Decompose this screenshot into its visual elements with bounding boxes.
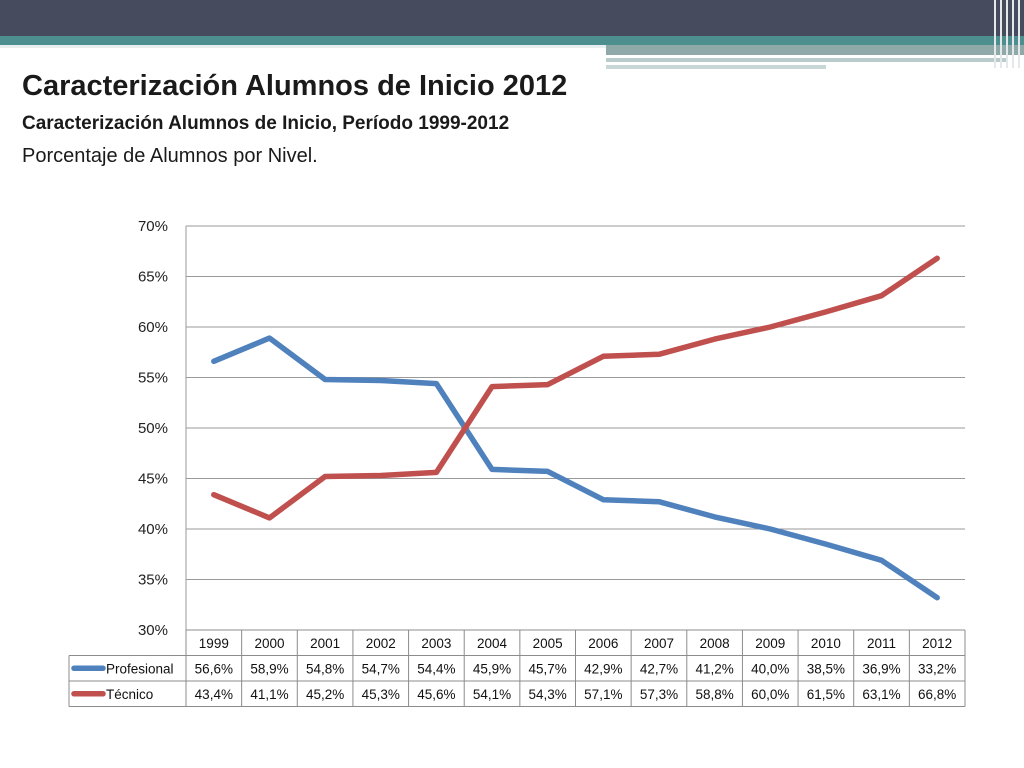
corner-decoration [990, 0, 1024, 68]
data-label: 54,7% [362, 661, 400, 676]
header-accent-gray [606, 45, 1024, 55]
data-label: 54,3% [529, 687, 567, 702]
slide-caption: Porcentaje de Alumnos por Nivel. [22, 145, 318, 167]
x-tick-label: 2009 [755, 636, 785, 651]
data-label: 43,4% [195, 687, 233, 702]
y-tick-label: 65% [138, 269, 168, 286]
data-label: 60,0% [751, 687, 789, 702]
x-tick-label: 2012 [922, 636, 952, 651]
y-tick-label: 45% [138, 471, 168, 488]
data-label: 41,2% [695, 661, 733, 676]
y-tick-label: 30% [138, 622, 168, 639]
data-label: 45,9% [473, 661, 511, 676]
slide-subtitle: Caracterización Alumnos de Inicio, Perío… [22, 113, 510, 134]
data-label: 45,2% [306, 687, 344, 702]
data-label: 38,5% [807, 661, 845, 676]
data-label: 58,9% [250, 661, 288, 676]
header-accent-stripe [0, 36, 1024, 45]
legend-label: Profesional [106, 661, 174, 676]
series-line-profesional [211, 335, 940, 601]
chart-series [211, 255, 940, 601]
header-bar [0, 0, 1024, 36]
series-line-t-cnico [211, 255, 940, 521]
x-tick-label: 2003 [421, 636, 451, 651]
data-label: 54,4% [417, 661, 455, 676]
chart-gridlines [186, 225, 965, 631]
data-label: 45,6% [417, 687, 455, 702]
data-label: 58,8% [695, 687, 733, 702]
data-label: 41,1% [250, 687, 288, 702]
x-tick-label: 2010 [811, 636, 841, 651]
data-label: 66,8% [918, 687, 956, 702]
x-tick-label: 2000 [254, 636, 284, 651]
x-tick-label: 2007 [644, 636, 674, 651]
x-tick-label: 2001 [310, 636, 340, 651]
data-label: 45,3% [362, 687, 400, 702]
y-tick-label: 60% [138, 319, 168, 336]
data-label: 45,7% [529, 661, 567, 676]
header-divider [0, 45, 606, 48]
y-tick-label: 50% [138, 420, 168, 437]
data-label: 33,2% [918, 661, 956, 676]
data-label: 61,5% [807, 687, 845, 702]
data-label: 36,9% [862, 661, 900, 676]
x-tick-label: 2004 [477, 636, 508, 651]
data-label: 42,9% [584, 661, 622, 676]
x-tick-label: 2005 [533, 636, 563, 651]
header-accent-line [606, 65, 826, 69]
data-label: 57,1% [584, 687, 622, 702]
y-tick-label: 40% [138, 521, 168, 538]
x-tick-label: 2008 [700, 636, 730, 651]
data-label: 63,1% [862, 687, 900, 702]
x-tick-label: 1999 [199, 636, 229, 651]
chart-data-table: 1999 2000 2001 2002 2003 2004 2005 2006 2007 2008… [68, 629, 966, 707]
y-tick-label: 55% [138, 370, 168, 387]
y-tick-label: 35% [138, 572, 168, 589]
data-label: 57,3% [640, 687, 678, 702]
legend-label: Técnico [106, 687, 153, 702]
header-accent-line [606, 58, 1006, 62]
x-tick-label: 2002 [366, 636, 396, 651]
data-label: 56,6% [195, 661, 233, 676]
x-tick-label: 2011 [867, 636, 896, 651]
y-tick-label: 70% [138, 218, 168, 235]
chart-y-axis: 30% 35% 40% 45% 50% 55% 60% 65% 70% [138, 218, 187, 639]
x-tick-label: 2006 [588, 636, 618, 651]
slide-title: Caracterización Alumnos de Inicio 2012 [22, 70, 568, 102]
data-label: 54,1% [473, 687, 511, 702]
data-label: 40,0% [751, 661, 789, 676]
data-label: 42,7% [640, 661, 678, 676]
data-label: 54,8% [306, 661, 344, 676]
